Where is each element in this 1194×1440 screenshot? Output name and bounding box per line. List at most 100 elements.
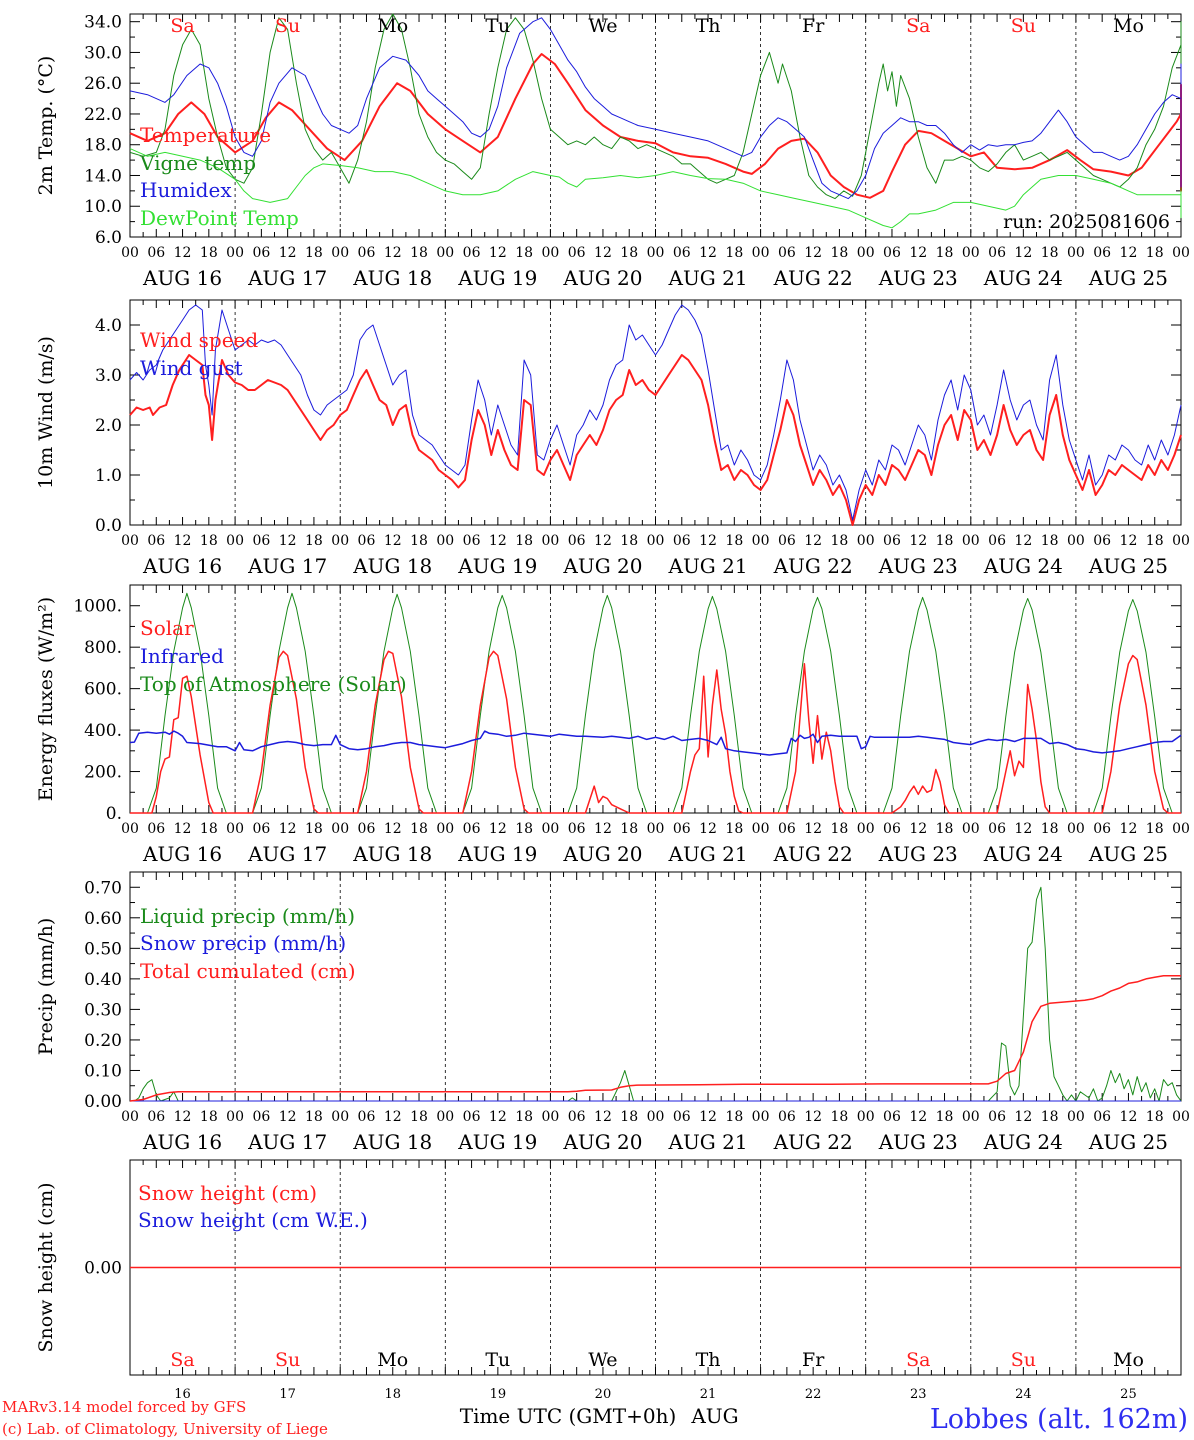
hour-label: 00 xyxy=(436,1109,454,1125)
hour-label: 18 xyxy=(620,821,638,837)
hour-label: 00 xyxy=(857,245,875,261)
hour-label: 12 xyxy=(699,1109,717,1125)
hour-label: 18 xyxy=(725,533,743,549)
weekday-label: Mo xyxy=(377,1349,408,1371)
hour-label: 18 xyxy=(515,821,533,837)
hour-label: 18 xyxy=(831,245,849,261)
y-tick-label: 0.70 xyxy=(84,878,122,898)
hour-label: 06 xyxy=(568,245,586,261)
weekday-label: Mo xyxy=(1113,15,1144,37)
hour-label: 12 xyxy=(279,245,297,261)
hour-label: 18 xyxy=(200,245,218,261)
hour-label: 18 xyxy=(936,821,954,837)
hour-label: 06 xyxy=(252,533,270,549)
day-number-label: 19 xyxy=(490,1387,507,1402)
hour-label: 00 xyxy=(752,533,770,549)
hour-label: 18 xyxy=(725,1109,743,1125)
y-tick-label: 0.60 xyxy=(84,909,122,929)
legend-snow-height-cm-w-e-: Snow height (cm W.E.) xyxy=(138,1208,368,1232)
hour-label: 06 xyxy=(673,1109,691,1125)
hour-label: 12 xyxy=(699,821,717,837)
date-label: AUG 23 xyxy=(878,266,958,290)
weekday-label: We xyxy=(588,15,617,37)
hour-label: 12 xyxy=(1014,1109,1032,1125)
legend-liquid-precip-mm-h-: Liquid precip (mm/h) xyxy=(140,904,355,928)
hour-label: 00 xyxy=(1067,533,1085,549)
y-tick-label: 0.0 xyxy=(95,516,122,536)
date-label: AUG 21 xyxy=(668,266,748,290)
legend-total-cumulated-cm-: Total cumulated (cm) xyxy=(140,959,356,983)
day-number-label: 16 xyxy=(174,1387,191,1402)
y-tick-label: 0.40 xyxy=(84,970,122,990)
y-tick-label: 2.0 xyxy=(95,416,122,436)
date-label: AUG 18 xyxy=(352,554,432,578)
run-label: run: 2025081606 xyxy=(1003,211,1170,233)
xaxis-title: Time UTC (GMT+0h) xyxy=(460,1404,677,1428)
hour-label: 06 xyxy=(988,245,1006,261)
hour-label: 12 xyxy=(594,1109,612,1125)
hour-label: 00 xyxy=(857,821,875,837)
hour-label: 12 xyxy=(804,533,822,549)
hour-label: 12 xyxy=(174,1109,192,1125)
hour-label: 00 xyxy=(647,245,665,261)
y-tick-label: 0.10 xyxy=(84,1061,122,1081)
date-label: AUG 18 xyxy=(352,842,432,866)
weekday-label: Tu xyxy=(485,1349,510,1371)
hour-label: 00 xyxy=(857,1109,875,1125)
panel-temperature: 6.0 10.0 14.0 18.0 22.0 26.0 30.0 34.0 2m Temp. … xyxy=(35,13,1190,290)
hour-label: 12 xyxy=(489,533,507,549)
hour-label: 06 xyxy=(358,245,376,261)
date-label: AUG 25 xyxy=(1088,1130,1168,1154)
day-number-label: 24 xyxy=(1015,1387,1032,1402)
hour-label: 00 xyxy=(121,1109,139,1125)
hour-label: 18 xyxy=(410,821,428,837)
hour-label: 12 xyxy=(279,1109,297,1125)
series-wind-speed xyxy=(129,354,1182,526)
legend-wind-gust: Wind gust xyxy=(140,356,243,380)
hour-label: 00 xyxy=(436,533,454,549)
weekday-label: We xyxy=(588,1349,617,1371)
day-number-label: 20 xyxy=(595,1387,612,1402)
hour-label: 18 xyxy=(1041,821,1059,837)
hour-label: 00 xyxy=(962,821,980,837)
hour-label: 18 xyxy=(1041,533,1059,549)
hour-label: 00 xyxy=(121,821,139,837)
panel-snow: 0.00 Snow height (cm) Snow height (cm) Snow… xyxy=(35,1159,1182,1402)
hour-label: 06 xyxy=(147,245,165,261)
hour-label: 12 xyxy=(909,821,927,837)
legend-top-of-atmosphere-solar-: Top of Atmosphere (Solar) xyxy=(140,672,407,696)
hour-label: 06 xyxy=(463,1109,481,1125)
hour-label: 06 xyxy=(147,1109,165,1125)
weekday-label: Sa xyxy=(170,15,194,37)
y-axis-label: Snow height (cm) xyxy=(35,1182,57,1352)
hour-label: 18 xyxy=(515,1109,533,1125)
y-tick-label: 600. xyxy=(84,680,122,700)
weekday-label: Su xyxy=(275,1349,300,1371)
hour-label: 00 xyxy=(226,245,244,261)
hour-label: 06 xyxy=(778,533,796,549)
hour-label: 00 xyxy=(1172,533,1190,549)
weekday-label: Su xyxy=(1011,15,1036,37)
hour-label: 00 xyxy=(331,821,349,837)
date-label: AUG 16 xyxy=(142,842,222,866)
date-label: AUG 22 xyxy=(773,842,853,866)
hour-label: 00 xyxy=(541,1109,559,1125)
weekday-label: Tu xyxy=(485,15,510,37)
date-label: AUG 20 xyxy=(562,842,642,866)
hour-label: 18 xyxy=(305,533,323,549)
date-label: AUG 24 xyxy=(983,554,1063,578)
series-temperature xyxy=(129,53,1182,199)
hour-label: 00 xyxy=(647,533,665,549)
hour-label: 06 xyxy=(883,245,901,261)
date-label: AUG 17 xyxy=(247,266,327,290)
y-tick-label: 3.0 xyxy=(95,366,122,386)
hour-label: 12 xyxy=(804,821,822,837)
date-label: AUG 17 xyxy=(247,1130,327,1154)
y-tick-label: 0.50 xyxy=(84,939,122,959)
hour-label: 06 xyxy=(568,1109,586,1125)
hour-label: 06 xyxy=(358,1109,376,1125)
weekday-label: Mo xyxy=(377,15,408,37)
series-total-cumulated-cm- xyxy=(129,975,1181,1102)
hour-label: 06 xyxy=(1093,821,1111,837)
y-tick-label: 26.0 xyxy=(84,74,122,94)
